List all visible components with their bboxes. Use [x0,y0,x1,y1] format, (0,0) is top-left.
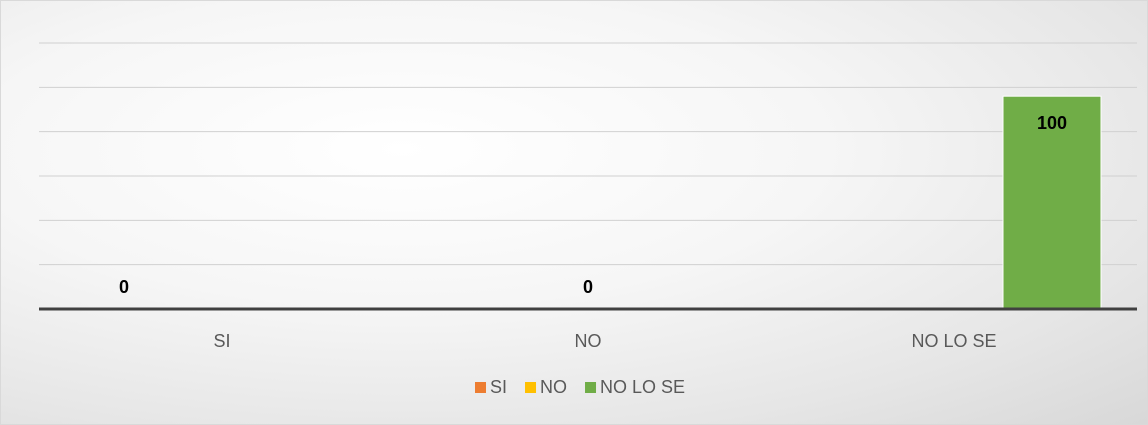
gridlines [39,42,1137,266]
legend-swatch [585,382,597,393]
category-label: SI [213,331,230,351]
legend-swatch [525,382,537,393]
legend: SI NO NO LO SE [475,377,685,397]
category-label: NO [575,331,602,351]
legend-label: NO LO SE [600,377,685,397]
data-labels: 0 0 100 [119,113,1067,297]
data-label: 100 [1037,113,1067,133]
legend-label: SI [490,377,507,397]
legend-swatch [475,382,486,393]
legend-label: NO [540,377,567,397]
data-label: 0 [583,277,593,297]
category-label: NO LO SE [911,331,996,351]
category-labels: SI NO NO LO SE [213,331,996,351]
data-label: 0 [119,277,129,297]
